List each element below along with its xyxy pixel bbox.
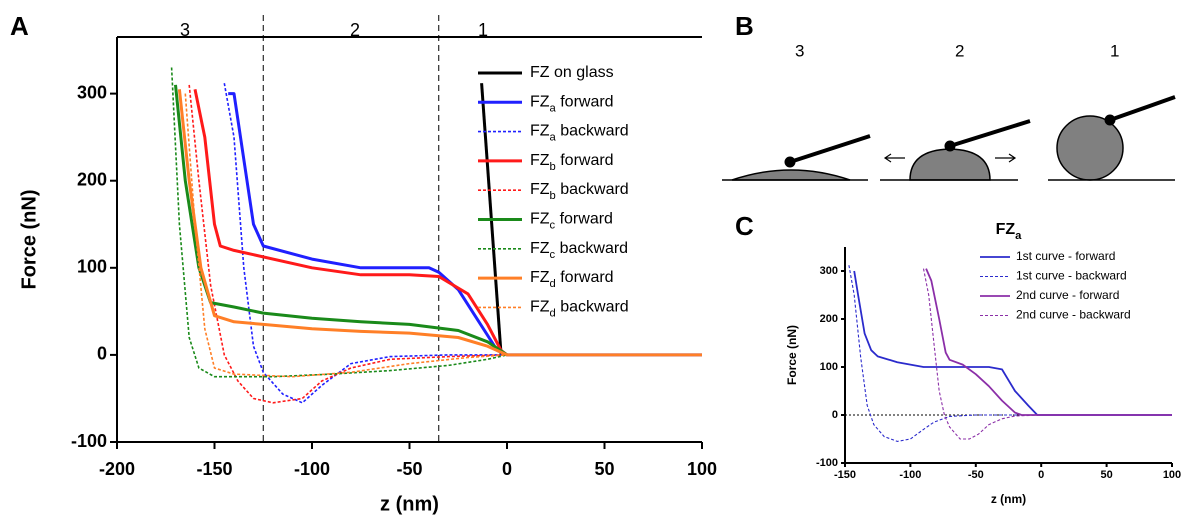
y-tick-label: 200	[77, 169, 107, 189]
legend-label: 2nd curve - forward	[1016, 288, 1119, 302]
cell-flat	[731, 169, 851, 181]
legend-label: FZa backward	[530, 123, 629, 144]
x-tick-label: 50	[1100, 469, 1112, 481]
y-tick-label: -100	[816, 457, 838, 469]
x-axis-label: z (nm)	[991, 492, 1026, 506]
diagram-label: 1	[1110, 41, 1119, 60]
legend-label: 2nd curve - backward	[1016, 308, 1131, 322]
cell-round	[1056, 115, 1124, 181]
legend-label: FZ on glass	[530, 64, 614, 81]
series-line	[925, 268, 1172, 416]
legend-label: 1st curve - forward	[1016, 249, 1115, 263]
tip	[944, 140, 956, 152]
arrows	[883, 153, 1017, 163]
series-line	[223, 83, 702, 404]
legend-label: 1st curve - backward	[1016, 269, 1127, 283]
diagram-label: 2	[955, 41, 964, 60]
x-tick-label: 50	[594, 459, 614, 479]
y-tick-label: -100	[71, 431, 107, 451]
diagram-label: 3	[795, 41, 804, 60]
x-axis-label: z (nm)	[380, 493, 439, 515]
y-tick-label: 100	[820, 361, 838, 373]
x-tick-label: -150	[834, 469, 856, 481]
panel-label: B	[735, 11, 754, 41]
legend-label: FZb forward	[530, 152, 614, 173]
x-tick-label: -150	[196, 459, 232, 479]
y-tick-label: 100	[77, 257, 107, 277]
series-line	[922, 268, 1172, 440]
cantilever	[1109, 95, 1176, 122]
region-label: 3	[180, 20, 190, 40]
y-axis-label: Force (nN)	[785, 325, 799, 385]
cell-mid	[909, 148, 991, 181]
tip	[784, 156, 796, 168]
legend-label: FZd forward	[530, 269, 614, 290]
x-tick-label: 0	[1038, 469, 1044, 481]
y-axis-label: Force (nN)	[18, 190, 40, 290]
cantilever	[949, 119, 1031, 148]
y-tick-label: 200	[820, 313, 838, 325]
y-tick-label: 300	[77, 82, 107, 102]
series-line	[848, 265, 1042, 442]
series-line	[177, 89, 702, 357]
legend-label: FZc backward	[530, 240, 628, 261]
panel-label: A	[10, 11, 29, 41]
x-tick-label: -100	[899, 469, 921, 481]
series-line	[193, 88, 508, 357]
y-tick-label: 300	[820, 265, 838, 277]
series-line	[174, 84, 508, 357]
y-tick-label: 0	[832, 409, 838, 421]
x-tick-label: -200	[99, 459, 135, 479]
x-tick-label: 100	[687, 459, 717, 479]
tip	[1104, 114, 1116, 126]
chart-title: FZa	[996, 221, 1023, 242]
legend-label: FZb backward	[530, 181, 629, 202]
legend-label: FZd backward	[530, 299, 629, 320]
legend-label: FZa forward	[530, 94, 614, 115]
series-line	[853, 270, 1172, 416]
series-line	[184, 93, 702, 378]
diagram: 3 2 1	[722, 41, 1176, 181]
legend-label: FZc forward	[530, 211, 613, 232]
region-label: 1	[478, 20, 488, 40]
panel-label: C	[735, 211, 754, 241]
cantilever	[789, 134, 871, 164]
region-label: 2	[350, 20, 360, 40]
x-tick-label: -50	[396, 459, 422, 479]
y-tick-label: 0	[97, 344, 107, 364]
series-line	[188, 84, 508, 404]
x-tick-label: 100	[1163, 469, 1181, 481]
x-tick-label: 0	[502, 459, 512, 479]
x-tick-label: -50	[968, 469, 984, 481]
series-line	[170, 67, 702, 378]
x-tick-label: -100	[294, 459, 330, 479]
